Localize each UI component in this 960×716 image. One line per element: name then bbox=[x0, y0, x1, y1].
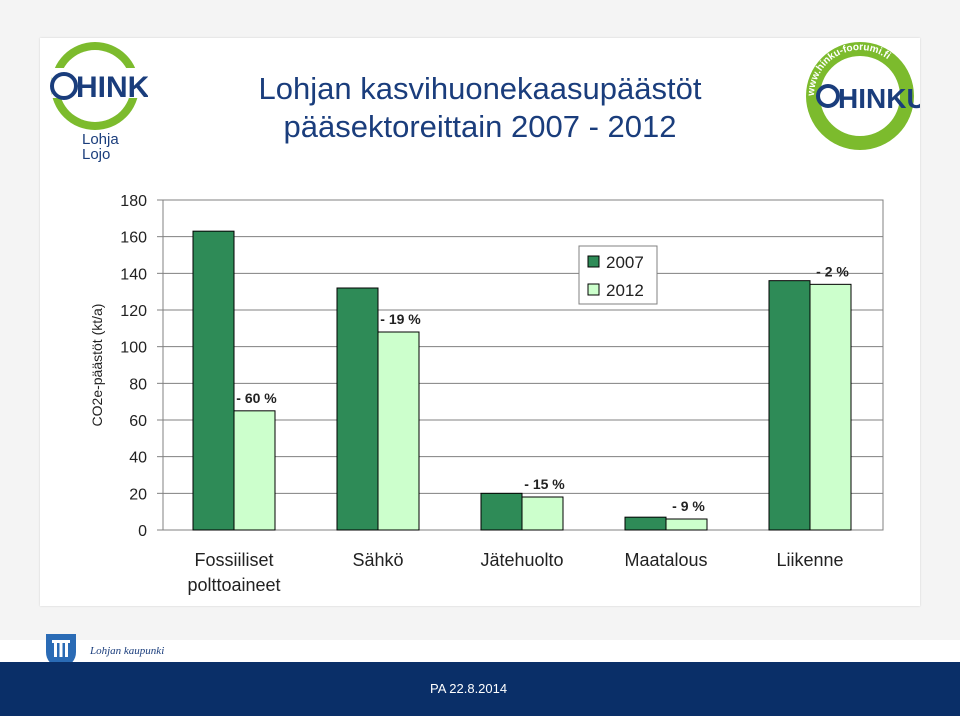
change-annotation: - 9 % bbox=[672, 498, 705, 514]
bar-2007 bbox=[768, 280, 811, 531]
bar-2012 bbox=[809, 283, 852, 531]
y-tick-label: 40 bbox=[129, 450, 147, 467]
bar-2007 bbox=[624, 516, 667, 531]
hinku-left-label: HINKU bbox=[76, 71, 148, 104]
bar-chart: 0 20 40 60 80 100 120 140 160 180 CO2e-päästöt (kt… bbox=[89, 193, 884, 595]
y-tick-label: 120 bbox=[120, 303, 147, 320]
legend-swatch-2012 bbox=[587, 283, 600, 296]
change-annotation: - 60 % bbox=[236, 390, 277, 406]
bar-2007 bbox=[192, 230, 235, 531]
logo-city-lohja: Lohja bbox=[82, 131, 119, 148]
logo-city-lojo: Lojo bbox=[82, 146, 110, 162]
y-tick-label: 140 bbox=[120, 266, 147, 283]
plot-area bbox=[162, 199, 884, 531]
legend-swatch-2007 bbox=[587, 255, 600, 268]
bar-2012 bbox=[233, 410, 276, 531]
x-category-label: polttoaineet bbox=[187, 575, 280, 595]
y-tick-label: 0 bbox=[138, 523, 147, 540]
slide-title: Lohjan kasvihuonekaasupäästöt pääsektore… bbox=[180, 70, 780, 146]
footer-date: PA 22.8.2014 bbox=[430, 681, 508, 696]
change-annotation: - 15 % bbox=[524, 476, 565, 492]
bar-2007 bbox=[480, 492, 523, 531]
hinku-lohja-logo: HINKU Lohja Lojo bbox=[50, 42, 148, 162]
y-tick-label: 180 bbox=[120, 193, 147, 210]
x-category-label: Sähkö bbox=[352, 550, 403, 570]
hinku-foorumi-logo: www.hinku-foorumi.fi HINKU bbox=[800, 40, 920, 152]
y-tick-label: 60 bbox=[129, 413, 147, 430]
y-tick-label: 160 bbox=[120, 230, 147, 247]
title-line-1: Lohjan kasvihuonekaasupäästöt bbox=[258, 71, 702, 106]
hinku-right-label: HINKU bbox=[838, 83, 920, 114]
x-category-label: Maatalous bbox=[624, 550, 707, 570]
y-tick-label: 20 bbox=[129, 486, 147, 503]
x-category-label: Jätehuolto bbox=[480, 550, 563, 570]
lohja-coat-of-arms-icon bbox=[46, 634, 76, 669]
change-annotation: - 2 % bbox=[816, 263, 849, 279]
legend-label: 2012 bbox=[606, 281, 644, 300]
x-category-label: Fossiiliset bbox=[194, 550, 273, 570]
x-category-label: Liikenne bbox=[776, 550, 843, 570]
bar-2007 bbox=[336, 287, 379, 531]
y-tick-label: 80 bbox=[129, 376, 147, 393]
footer-band bbox=[0, 662, 960, 716]
bar-2012 bbox=[377, 331, 420, 531]
bar-2012 bbox=[665, 518, 708, 531]
bar-2012 bbox=[521, 496, 564, 531]
legend-label: 2007 bbox=[606, 253, 644, 272]
change-annotation: - 19 % bbox=[380, 311, 421, 327]
footer-city-name: Lohjan kaupunki bbox=[90, 645, 165, 657]
footer-strip bbox=[0, 640, 960, 666]
y-tick-label: 100 bbox=[120, 340, 147, 357]
y-axis-label: CO2e-päästöt (kt/a) bbox=[89, 304, 105, 427]
title-line-2: pääsektoreittain 2007 - 2012 bbox=[283, 109, 677, 144]
